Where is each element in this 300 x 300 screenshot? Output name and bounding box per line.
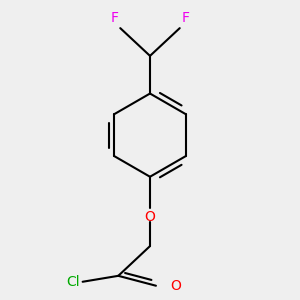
Text: F: F (110, 11, 118, 25)
Text: O: O (170, 279, 181, 293)
Text: F: F (182, 11, 190, 25)
Text: Cl: Cl (66, 275, 80, 289)
Text: O: O (145, 210, 155, 224)
